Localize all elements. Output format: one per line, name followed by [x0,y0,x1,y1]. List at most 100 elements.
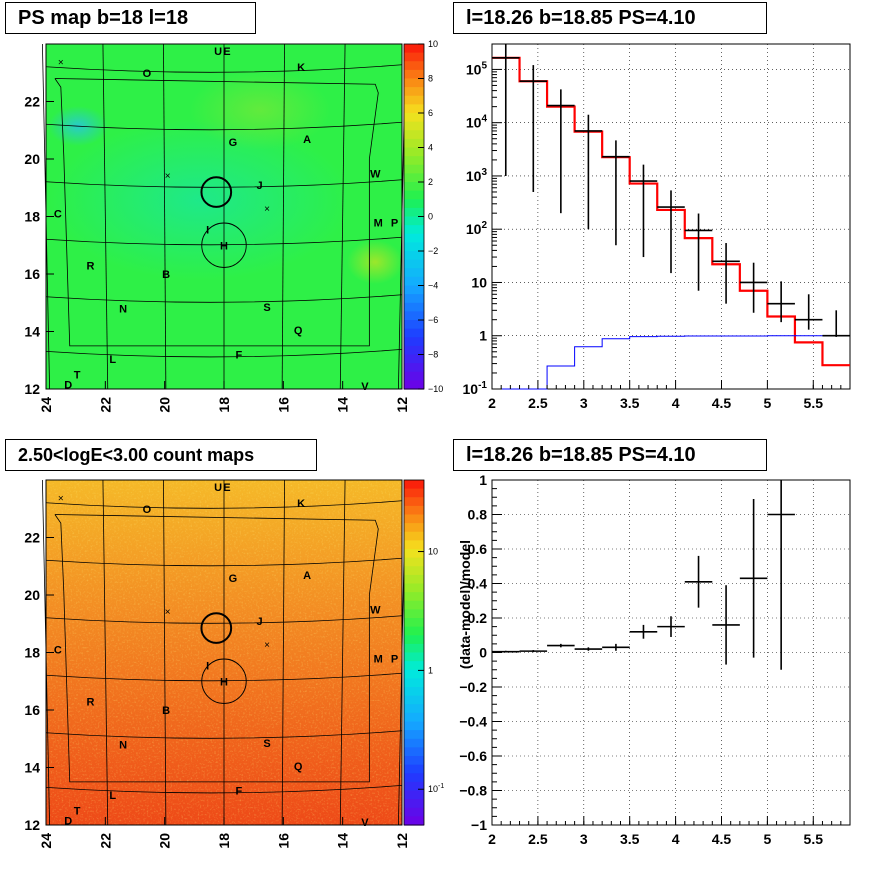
count-map-source-label: V [361,817,369,829]
ps-map-colorbar-cell [404,268,424,278]
residual-x-tick-label: 2 [488,831,496,847]
ps-map-grid-parallel [45,121,403,131]
spectrum-x-tick-label: 3 [580,395,588,411]
count-map-colorbar-cell [404,730,424,740]
residual-x-tick-label: 5.5 [804,831,824,847]
ps-map-source-label: J [257,180,263,192]
residual-x-tick-label: 3.5 [620,831,640,847]
ps-map-colorbar-label: 4 [428,143,433,153]
spectrum-y-tick-label: 103 [466,167,488,184]
ps-map-colorbar-cell [404,251,424,261]
count-map-colorbar-cell [404,712,424,723]
ps-map-source-label: Q [294,325,303,337]
count-map-grid-parallel [45,500,403,509]
ps-map-y-tick-label: 22 [24,94,40,110]
ps-map-grid-parallel [45,236,403,246]
count-map-source-cross: × [165,607,171,618]
count-map-colorbar-cell [404,816,424,826]
ps-map-colorbar-cell [404,147,424,157]
ps-map-source-cross: × [264,204,270,215]
ps-map-source-label: C [54,209,62,221]
ps-map-source-label: N [119,304,127,316]
residual-title: l=18.26 b=18.85 PS=4.10 [453,439,767,471]
count-map-x-tick-label: 12 [394,833,410,849]
count-map-source-circle [201,658,247,704]
ps-map-colorbar-cell [404,363,424,373]
residual-y-tick-label: 0.6 [468,541,488,557]
residual-y-tick-label: 0.8 [468,507,488,523]
ps-map-x-tick-label: 22 [97,397,113,413]
count-map-colorbar-cell [404,704,424,714]
ps-map-source-label: F [235,350,242,362]
ps-map-colorbar-label: −6 [428,315,438,325]
count-map-colorbar-cell [404,549,424,559]
count-map-source-label: R [87,696,95,708]
spectrum-y-tick-label: 102 [466,220,488,237]
ps-map-colorbar-cell [404,225,424,235]
count-map-x-tick-label: 18 [216,833,232,849]
residual-x-tick-label: 2.5 [528,831,548,847]
ps-map-colorbar-cell [404,61,424,71]
spectrum-y-tick-label: 1 [479,328,487,344]
ps-map-colorbar-cell [404,285,424,295]
ps-map-source-label: D [64,380,72,392]
count-map-colorbar-cell [404,687,424,697]
ps-map-colorbar-cell [404,182,424,192]
spectrum-x-tick-label: 5 [763,395,771,411]
count-map-source-label: T [74,806,81,818]
residual-panel: 2 2.5 3 3.5 4 4.5 5 5.5 −1 −0.8 −0.6 −0.4 −0.2 0 0.2 0.… [457,472,851,847]
ps-map-grid-parallel [45,294,403,303]
count-map-y-tick-label: 22 [24,530,40,546]
count-map-colorbar-cell [404,764,424,774]
ps-map-source-label: A [303,134,311,146]
residual-y-tick-label: −0.6 [459,748,487,764]
count-map-grid-parallel [45,784,403,794]
ps-map-x-tick-label: 24 [38,397,54,413]
count-map-source-label: G [229,573,238,585]
count-map-source-label: M [374,653,383,665]
spectrum-background-model-line [492,335,850,390]
ps-map-colorbar-label: 10 [428,39,438,49]
count-map-source-label: K [297,498,305,510]
ps-map-colorbar-cell [404,130,424,140]
ps-map-source-label: G [229,137,238,149]
count-map-source-label: J [257,616,263,628]
ps-map-source-label: P [391,217,398,229]
spectrum-y-tick-label: 105 [466,60,488,77]
ps-map-colorbar-cell [404,233,424,243]
ps-map-colorbar-label: 8 [428,74,433,84]
ps-map-x-tick-label: 12 [394,397,410,413]
ps-map-colorbar-label: 6 [428,108,433,118]
ps-map-colorbar-cell [404,156,424,166]
ps-map-colorbar-cell [404,52,424,62]
ps-map-colorbar-cell [404,311,424,321]
ps-map-colorbar-cell [404,95,424,105]
ps-map-colorbar-cell [404,138,424,149]
count-map-y-tick-label: 14 [24,760,40,776]
count-map-colorbar-cell [404,799,424,809]
count-map-source-label: D [64,816,72,828]
residual-y-tick-label: −1 [471,817,487,833]
count-map-target-circle [200,612,233,644]
ps-map-source-label: L [109,354,116,366]
ps-map-colorbar-cell [404,87,424,97]
ps-map-grid-parallel [45,179,403,188]
count-map-colorbar-label: 1 [428,665,433,675]
ps-map-colorbar-cell [404,164,424,174]
count-map-colorbar-cell [404,773,424,783]
spectrum-x-tick-label: 2 [488,395,496,411]
ps-map-title: PS map b=18 l=18 [5,2,256,34]
count-map-colorbar-cell [404,695,424,705]
ps-map-colorbar-cell [404,78,424,88]
ps-map-source-label: M [374,217,383,229]
ps-map-source-label: T [74,370,81,382]
ps-map-colorbar-cell [404,199,424,209]
ps-map-x-tick-label: 20 [157,397,173,413]
count-map-colorbar-cell [404,738,424,748]
ps-map-grid-meridian [102,43,109,390]
count-map-colorbar-cell [404,557,424,567]
ps-map-source-label: W [370,168,381,180]
ps-map-colorbar-cell [404,104,424,114]
count-map-source-label: H [220,676,228,688]
